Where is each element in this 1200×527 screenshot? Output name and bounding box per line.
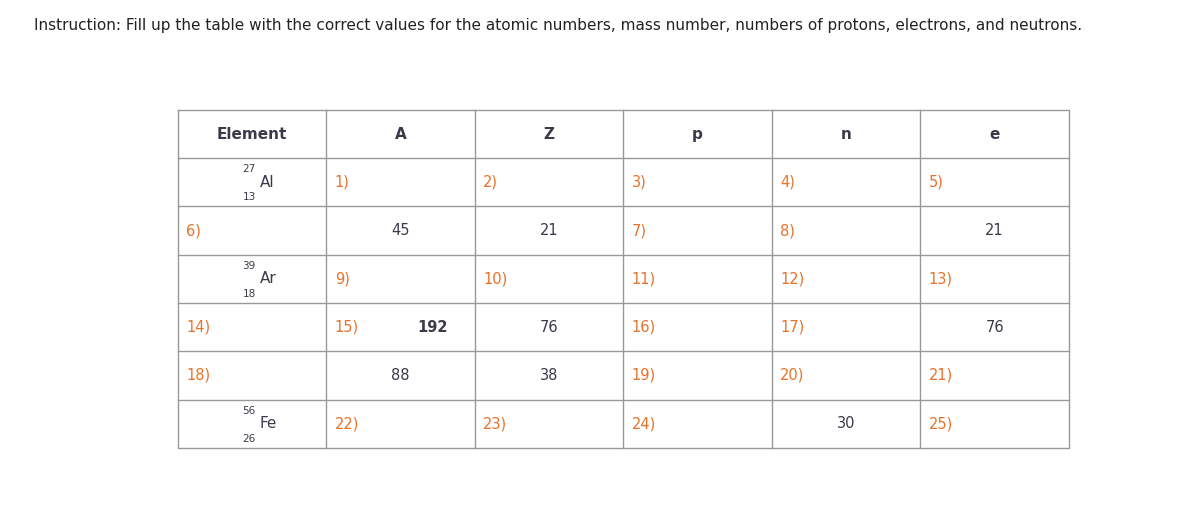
Text: 19): 19) xyxy=(631,368,656,383)
Text: Instruction: Fill up the table with the correct values for the atomic numbers, m: Instruction: Fill up the table with the … xyxy=(34,18,1081,33)
Text: 11): 11) xyxy=(631,271,656,286)
Text: 88: 88 xyxy=(391,368,410,383)
Text: 39: 39 xyxy=(242,261,256,271)
Text: 6): 6) xyxy=(186,223,202,238)
Text: 13: 13 xyxy=(242,192,256,202)
Text: 22): 22) xyxy=(335,416,359,431)
Text: 8): 8) xyxy=(780,223,796,238)
Text: Al: Al xyxy=(259,175,275,190)
Text: 21: 21 xyxy=(540,223,558,238)
Text: 27: 27 xyxy=(242,164,256,174)
Text: 16): 16) xyxy=(631,320,656,335)
Text: 20): 20) xyxy=(780,368,805,383)
Text: 12): 12) xyxy=(780,271,804,286)
Text: 76: 76 xyxy=(540,320,558,335)
Text: Element: Element xyxy=(217,126,287,142)
Text: e: e xyxy=(990,126,1000,142)
Text: 21): 21) xyxy=(929,368,953,383)
Text: 3): 3) xyxy=(631,175,647,190)
Text: 18): 18) xyxy=(186,368,210,383)
Text: 21: 21 xyxy=(985,223,1004,238)
Text: 30: 30 xyxy=(836,416,856,431)
Text: 24): 24) xyxy=(631,416,656,431)
Text: 26: 26 xyxy=(242,434,256,444)
Text: 45: 45 xyxy=(391,223,410,238)
Text: 15): 15) xyxy=(335,320,359,335)
Text: 38: 38 xyxy=(540,368,558,383)
Text: 23): 23) xyxy=(484,416,508,431)
Text: 14): 14) xyxy=(186,320,210,335)
Text: 2): 2) xyxy=(484,175,498,190)
Text: 1): 1) xyxy=(335,175,349,190)
Text: 17): 17) xyxy=(780,320,804,335)
Text: Ar: Ar xyxy=(259,271,276,286)
Text: 4): 4) xyxy=(780,175,796,190)
Text: n: n xyxy=(841,126,852,142)
Text: 18: 18 xyxy=(242,289,256,299)
Text: Fe: Fe xyxy=(259,416,277,431)
Text: 10): 10) xyxy=(484,271,508,286)
Text: 13): 13) xyxy=(929,271,953,286)
Text: 76: 76 xyxy=(985,320,1004,335)
Text: 7): 7) xyxy=(631,223,647,238)
Text: A: A xyxy=(395,126,407,142)
Text: 9): 9) xyxy=(335,271,349,286)
Text: 192: 192 xyxy=(418,320,448,335)
Text: 56: 56 xyxy=(242,406,256,416)
Text: Z: Z xyxy=(544,126,554,142)
Text: p: p xyxy=(692,126,703,142)
Text: 25): 25) xyxy=(929,416,953,431)
Text: 5): 5) xyxy=(929,175,943,190)
